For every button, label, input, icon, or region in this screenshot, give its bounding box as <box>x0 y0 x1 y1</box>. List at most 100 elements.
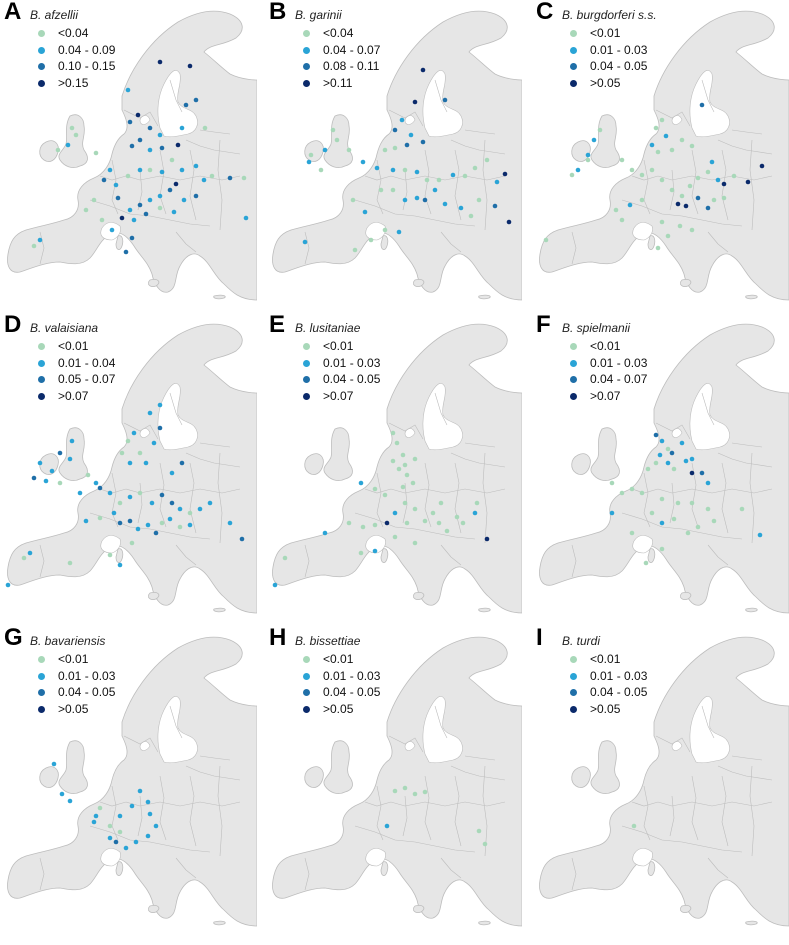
sample-site-point <box>109 227 115 233</box>
sample-site-point <box>404 472 410 478</box>
sample-site-point <box>193 97 199 103</box>
sample-site-point <box>129 235 135 241</box>
sample-site-point <box>424 177 430 183</box>
sample-site-point <box>384 823 390 829</box>
sample-site-point <box>51 761 57 767</box>
sample-site-point <box>97 485 103 491</box>
sample-site-point <box>414 195 420 201</box>
country-border <box>199 442 231 448</box>
sample-site-point <box>378 187 384 193</box>
land-shape <box>304 453 324 475</box>
land-shape <box>304 766 324 788</box>
sample-site-point <box>137 450 143 456</box>
country-border <box>464 755 496 761</box>
sample-site-point <box>65 142 71 148</box>
sample-site-point <box>721 181 727 187</box>
sample-site-point <box>179 460 185 466</box>
sample-site-point <box>392 534 398 540</box>
sample-site-point <box>609 510 615 516</box>
country-border <box>159 149 167 215</box>
sample-site-point <box>659 496 665 502</box>
europe-map <box>265 313 522 626</box>
land-shape <box>213 294 226 300</box>
country-border <box>731 442 763 448</box>
country-border <box>440 857 462 879</box>
sample-site-point <box>346 520 352 526</box>
sample-site-point <box>422 518 428 524</box>
sample-site-point <box>412 456 418 462</box>
country-border <box>571 544 577 578</box>
sample-site-point <box>131 430 137 436</box>
sample-site-point <box>695 175 701 181</box>
country-border <box>669 482 675 524</box>
sample-site-point <box>404 520 410 526</box>
species-title: B. bissettiae <box>295 634 361 648</box>
country-border <box>137 795 143 837</box>
sample-site-point <box>627 202 633 208</box>
country-border <box>39 857 45 891</box>
sample-site-point <box>207 500 213 506</box>
europe-map <box>265 626 522 939</box>
land-shape <box>272 10 522 301</box>
country-border <box>482 452 488 544</box>
sea-shape <box>139 428 151 438</box>
sample-site-point <box>187 522 193 528</box>
country-border <box>643 159 651 215</box>
sample-site-point <box>390 167 396 173</box>
sample-site-point <box>689 500 695 506</box>
country-border <box>304 231 310 265</box>
sample-site-point <box>442 97 448 103</box>
sample-site-point <box>420 67 426 73</box>
sample-site-point <box>91 819 97 825</box>
sample-site-point <box>731 173 737 179</box>
country-border <box>364 175 506 181</box>
legend-dot-icon <box>38 359 45 367</box>
country-border <box>424 462 432 528</box>
country-border <box>621 512 743 540</box>
sample-site-point <box>175 142 181 148</box>
europe-map <box>0 0 257 313</box>
sample-site-point <box>669 147 675 153</box>
sample-site-point <box>147 410 153 416</box>
sample-site-point <box>21 555 27 561</box>
land-shape <box>539 10 789 301</box>
sample-site-point <box>129 803 135 809</box>
country-border <box>450 765 506 781</box>
sample-site-point <box>157 402 163 408</box>
sample-site-point <box>685 530 691 536</box>
legend-dot-icon <box>303 30 310 37</box>
legend-dot-icon <box>570 656 577 663</box>
sample-site-point <box>107 552 113 558</box>
sample-site-point <box>679 193 685 199</box>
sample-site-point <box>399 117 405 123</box>
sample-site-point <box>659 219 665 225</box>
sea-shape <box>365 222 386 241</box>
panel-letter: B <box>269 0 287 25</box>
sample-site-point <box>450 172 456 178</box>
sample-site-point <box>382 492 388 498</box>
sample-site-point <box>396 229 402 235</box>
panel-letter: A <box>4 0 22 25</box>
sample-site-point <box>689 143 695 149</box>
land-shape <box>647 861 656 876</box>
sample-site-point <box>410 480 416 486</box>
sample-site-point <box>390 458 396 464</box>
sample-site-point <box>711 197 717 203</box>
sample-site-point <box>372 486 378 492</box>
sample-site-point <box>282 555 288 561</box>
sample-site-point <box>117 813 123 819</box>
country-border <box>169 392 183 426</box>
country-border <box>402 169 408 211</box>
country-border <box>402 795 408 837</box>
country-border <box>717 139 773 155</box>
country-border <box>89 512 211 540</box>
sample-site-point <box>57 450 63 456</box>
sample-site-point <box>167 516 173 522</box>
country-border <box>175 544 197 566</box>
country-border <box>354 199 476 227</box>
sample-site-point <box>177 524 183 530</box>
sample-site-point <box>482 841 488 847</box>
sample-site-point <box>671 466 677 472</box>
sample-site-point <box>619 157 625 163</box>
country-border <box>39 231 45 265</box>
